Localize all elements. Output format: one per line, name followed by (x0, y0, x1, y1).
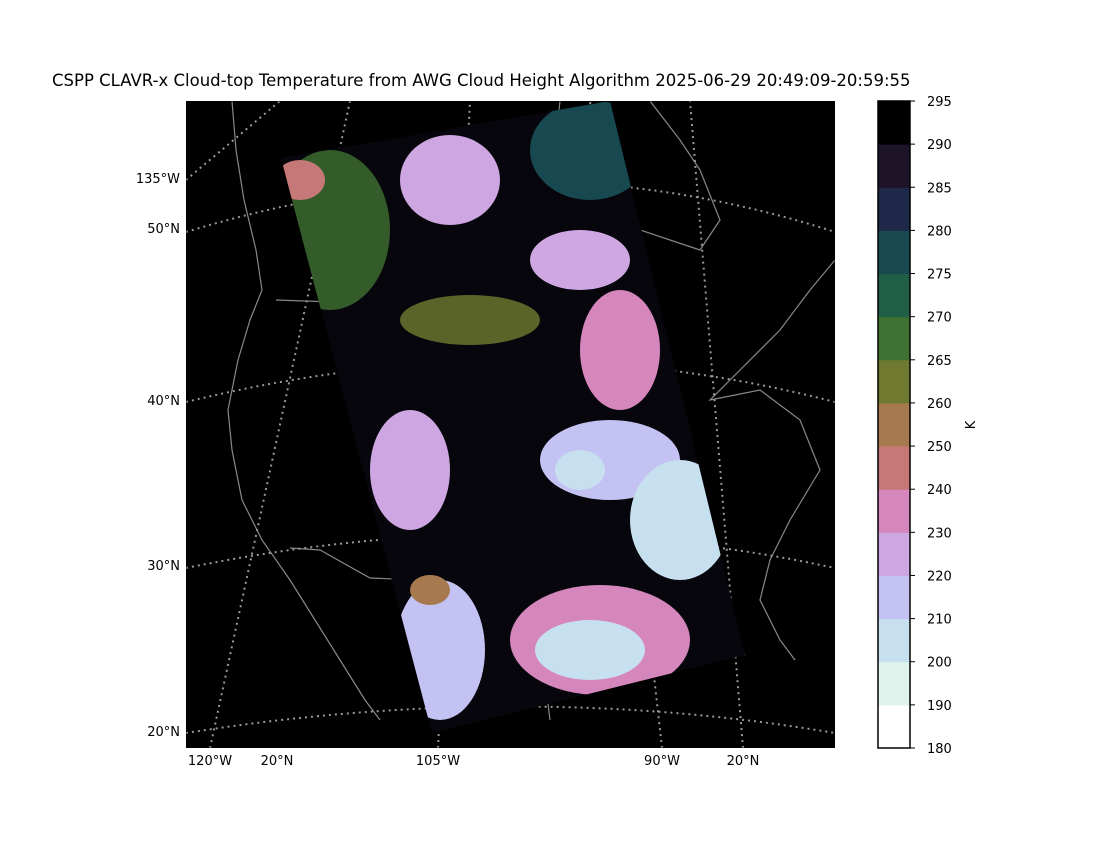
chart-title: CSPP CLAVR-x Cloud-top Temperature from … (52, 71, 911, 90)
colorbar-tick-label: 265 (927, 354, 952, 369)
lat-label: 50°N (147, 222, 180, 237)
colorbar-tick-label: 180 (927, 742, 952, 757)
colorbar-segment (878, 230, 910, 275)
colorbar-tick-label: 240 (927, 483, 952, 498)
colorbar-segment (878, 144, 910, 188)
lon-label: 105°W (416, 754, 460, 769)
colorbar-tick-label: 290 (927, 138, 952, 153)
lon-label: 90°W (644, 754, 680, 769)
colorbar-tick-label: 190 (927, 699, 952, 714)
colorbar-segment (878, 575, 910, 620)
colorbar-segment (878, 316, 910, 361)
colorbar-segment (878, 446, 910, 490)
lat-label: 20°N (147, 725, 180, 740)
colorbar-tick-label: 210 (927, 613, 952, 628)
colorbar-label: K (964, 420, 979, 429)
lat-label: 40°N (147, 394, 180, 409)
lon-label: 20°N (727, 754, 760, 769)
colorbar-tick-label: 295 (927, 95, 952, 110)
colorbar-tick-label: 230 (927, 526, 952, 541)
lat-label: 135°W (136, 172, 180, 187)
colorbar-segment (878, 618, 910, 663)
colorbar-segment (878, 661, 910, 706)
map-labels: 135°W 50°N 40°N 30°N 20°N 120°W 20°N 105°W 90°W 2… (136, 172, 760, 769)
colorbar-tick-label: 200 (927, 656, 952, 671)
colorbar-tick-label: 275 (927, 268, 952, 283)
colorbar-segment (878, 489, 910, 533)
colorbar-segment (878, 532, 910, 576)
colorbar-tick-label: 260 (927, 397, 952, 412)
colorbar-tick-label: 270 (927, 311, 952, 326)
colorbar-segment (878, 359, 910, 404)
map (186, 101, 835, 748)
lon-label: 120°W (188, 754, 232, 769)
colorbar: 180 190 200 210 220 230 240 250 260 265 270 275 280 2… (877, 95, 979, 757)
colorbar-tick-label: 285 (927, 181, 952, 196)
colorbar-tick-label: 250 (927, 440, 952, 455)
colorbar-segment (878, 101, 910, 145)
colorbar-tick-label: 280 (927, 224, 952, 239)
colorbar-segment (878, 187, 910, 231)
colorbar-segment (878, 704, 910, 749)
colorbar-tick-label: 220 (927, 569, 952, 584)
colorbar-segment (878, 273, 910, 318)
colorbar-frame (877, 100, 911, 749)
colorbar-segment (878, 402, 910, 447)
lon-label: 20°N (261, 754, 294, 769)
lat-label: 30°N (147, 559, 180, 574)
